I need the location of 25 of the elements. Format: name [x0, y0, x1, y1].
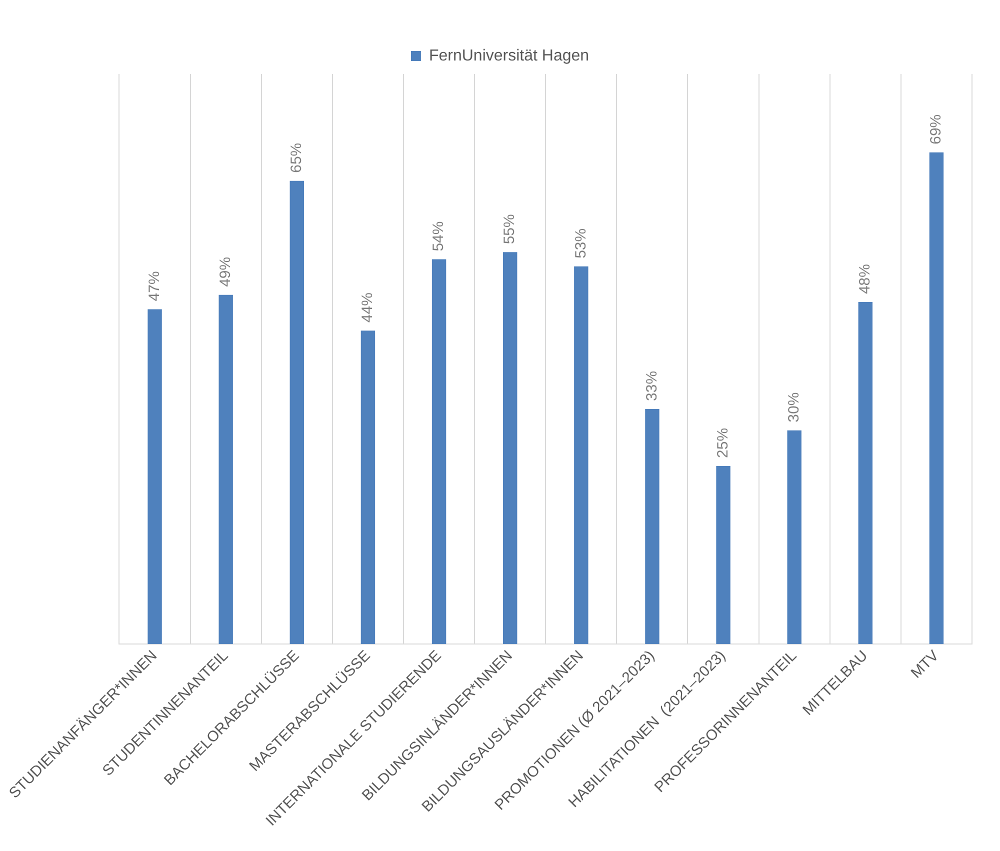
- bar: [148, 309, 162, 644]
- bar: [360, 330, 376, 644]
- bar: [716, 466, 730, 644]
- legend-label: FernUniversität Hagen: [428, 47, 590, 64]
- data-label: 25%: [714, 428, 732, 458]
- bar: [218, 294, 233, 644]
- bar: [502, 252, 518, 644]
- bar: [290, 180, 304, 644]
- data-label: 47%: [146, 271, 163, 302]
- bar: [432, 259, 446, 644]
- bar: [574, 266, 588, 644]
- bar: [787, 430, 802, 644]
- bar: [929, 152, 944, 644]
- bar: [645, 408, 660, 644]
- data-label: 49%: [216, 256, 234, 287]
- data-label: 33%: [643, 370, 660, 401]
- data-label: 69%: [928, 114, 945, 144]
- data-label: 65%: [288, 142, 306, 173]
- data-label: 44%: [359, 292, 376, 323]
- data-label: 48%: [856, 264, 874, 294]
- data-label: 30%: [785, 392, 802, 422]
- data-label: 53%: [572, 228, 590, 258]
- data-label: 55%: [501, 214, 518, 244]
- bar: [858, 302, 873, 644]
- data-label: 54%: [430, 221, 448, 252]
